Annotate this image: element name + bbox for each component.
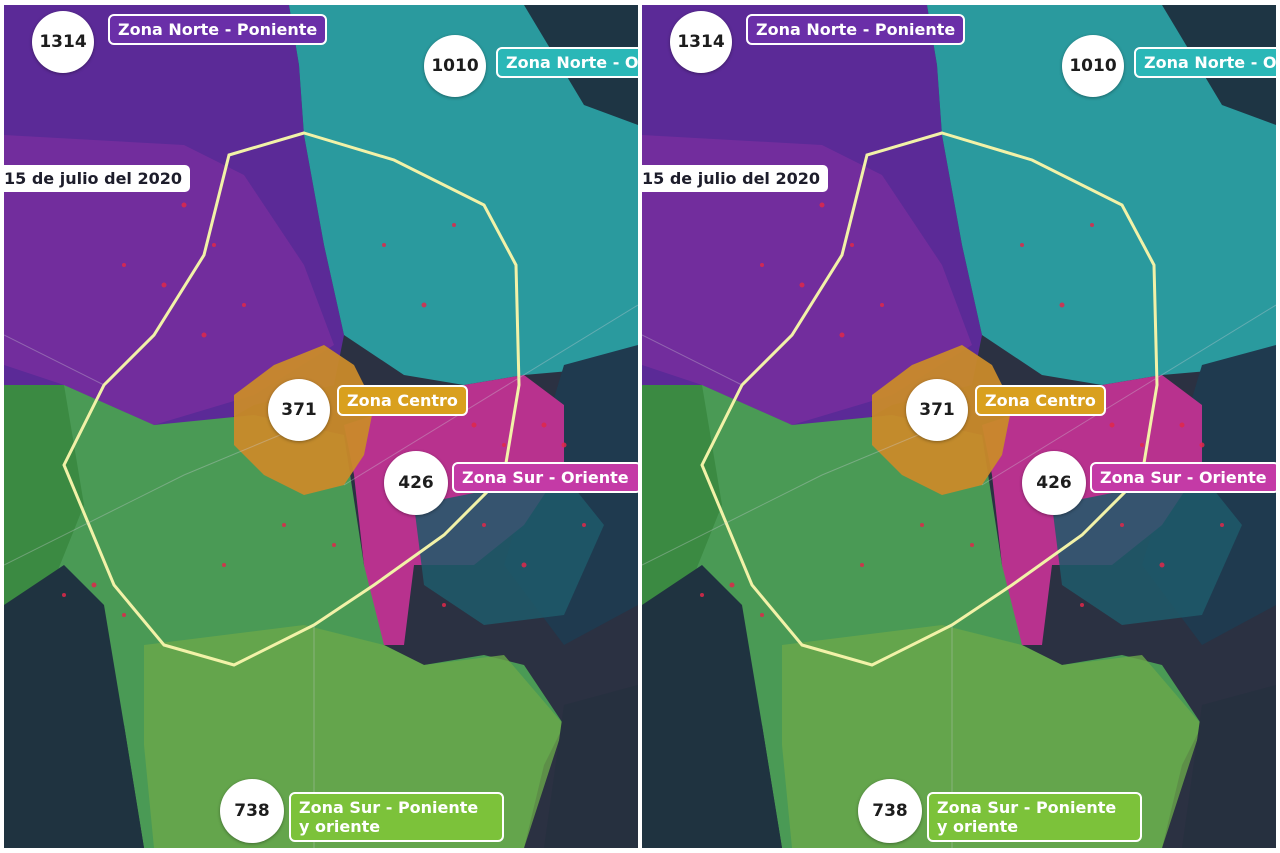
label-sur-poniente-line1: Zona Sur - Poniente (299, 798, 479, 817)
map-panel-left: 1314 Zona Norte - Poniente 1010 Zona Nor… (4, 5, 638, 848)
count-sur-poniente: 738 (858, 779, 922, 843)
count-centro: 371 (268, 379, 330, 441)
zone-map (4, 5, 638, 848)
count-centro: 371 (906, 379, 968, 441)
map-panel-right: 1314 Zona Norte - Poniente 1010 Zona Nor… (642, 5, 1276, 848)
label-norte-oriente: Zona Norte - O (496, 47, 638, 78)
count-sur-oriente: 426 (1022, 451, 1086, 515)
label-sur-poniente: Zona Sur - Poniente y oriente (927, 792, 1142, 842)
zone-map (642, 5, 1276, 848)
label-norte-poniente: Zona Norte - Poniente (108, 14, 328, 45)
count-norte-oriente: 1010 (424, 35, 486, 97)
ring-road (62, 131, 521, 667)
label-centro: Zona Centro (975, 385, 1106, 416)
label-sur-poniente-line2: y oriente (299, 817, 381, 836)
count-sur-poniente: 738 (220, 779, 284, 843)
label-centro: Zona Centro (337, 385, 468, 416)
date-label: 15 de julio del 2020 (642, 165, 829, 192)
ring-road (700, 131, 1159, 667)
image-divider (638, 0, 642, 853)
count-norte-poniente: 1314 (670, 11, 732, 73)
label-sur-poniente: Zona Sur - Poniente y oriente (289, 792, 504, 842)
label-norte-poniente: Zona Norte - Poniente (746, 14, 966, 45)
label-sur-poniente-line2: y oriente (937, 817, 1019, 836)
label-sur-oriente: Zona Sur - Oriente (452, 462, 638, 493)
label-norte-oriente: Zona Norte - O (1134, 47, 1276, 78)
date-label: 15 de julio del 2020 (4, 165, 191, 192)
count-sur-oriente: 426 (384, 451, 448, 515)
label-sur-poniente-line1: Zona Sur - Poniente (937, 798, 1117, 817)
count-norte-oriente: 1010 (1062, 35, 1124, 97)
label-sur-oriente: Zona Sur - Oriente (1090, 462, 1276, 493)
count-norte-poniente: 1314 (32, 11, 94, 73)
